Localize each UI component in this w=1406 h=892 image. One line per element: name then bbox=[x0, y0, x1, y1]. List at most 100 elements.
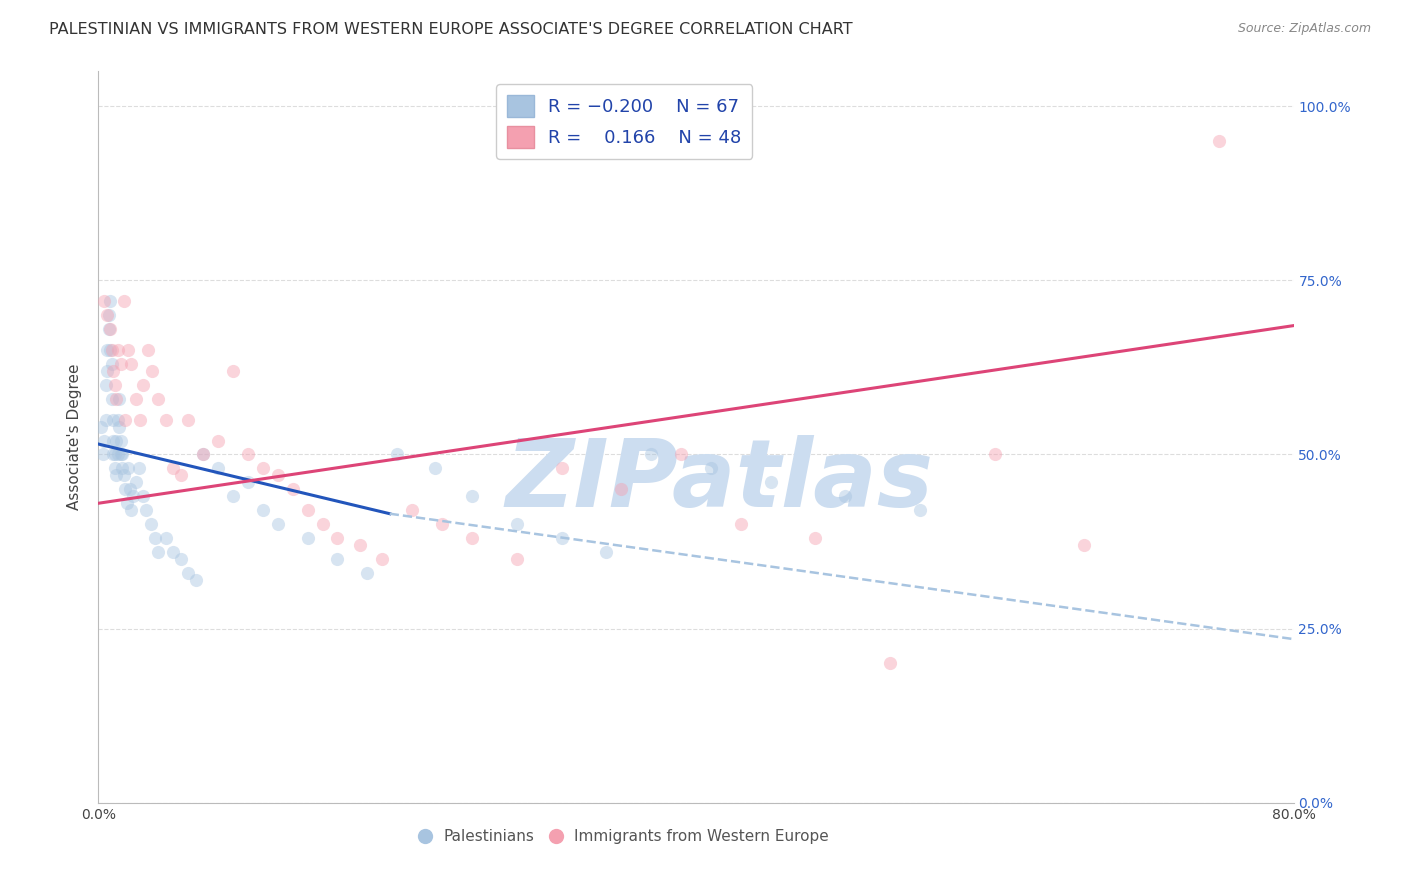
Point bbox=[148, 545, 170, 559]
Point bbox=[103, 364, 125, 378]
Point bbox=[107, 412, 129, 426]
Point bbox=[103, 412, 125, 426]
Point bbox=[177, 566, 200, 580]
Point bbox=[430, 517, 453, 532]
Point bbox=[222, 489, 245, 503]
Point bbox=[461, 489, 484, 503]
Point bbox=[132, 377, 155, 392]
Point bbox=[461, 531, 484, 545]
Y-axis label: Associate's Degree: Associate's Degree bbox=[67, 364, 83, 510]
Text: ZIPatlas: ZIPatlas bbox=[506, 435, 934, 527]
Point bbox=[311, 517, 333, 532]
Point bbox=[155, 412, 177, 426]
Point bbox=[115, 496, 138, 510]
Point bbox=[1208, 134, 1230, 148]
Point bbox=[267, 468, 290, 483]
Point bbox=[108, 392, 131, 406]
Point bbox=[104, 461, 127, 475]
Point bbox=[252, 503, 274, 517]
Point bbox=[117, 343, 139, 357]
Text: PALESTINIAN VS IMMIGRANTS FROM WESTERN EUROPE ASSOCIATE'S DEGREE CORRELATION CHA: PALESTINIAN VS IMMIGRANTS FROM WESTERN E… bbox=[49, 22, 853, 37]
Point bbox=[128, 461, 150, 475]
Point bbox=[162, 461, 184, 475]
Point bbox=[136, 343, 159, 357]
Point bbox=[162, 545, 184, 559]
Point bbox=[103, 434, 125, 448]
Point bbox=[132, 489, 155, 503]
Point bbox=[506, 517, 529, 532]
Point bbox=[252, 461, 274, 475]
Point bbox=[114, 412, 136, 426]
Point bbox=[908, 503, 931, 517]
Point bbox=[356, 566, 378, 580]
Point bbox=[550, 461, 572, 475]
Point bbox=[120, 503, 142, 517]
Point bbox=[118, 483, 141, 497]
Point bbox=[104, 448, 127, 462]
Point bbox=[759, 475, 782, 490]
Point bbox=[730, 517, 752, 532]
Point bbox=[267, 517, 290, 532]
Point bbox=[700, 461, 723, 475]
Point bbox=[110, 448, 132, 462]
Point bbox=[112, 294, 135, 309]
Point bbox=[96, 343, 118, 357]
Point bbox=[326, 552, 349, 566]
Point bbox=[550, 531, 572, 545]
Point bbox=[90, 419, 112, 434]
Point bbox=[640, 448, 662, 462]
Point bbox=[121, 489, 143, 503]
Point bbox=[281, 483, 304, 497]
Point bbox=[103, 448, 125, 462]
Point bbox=[236, 448, 259, 462]
Point bbox=[326, 531, 349, 545]
Point bbox=[110, 434, 132, 448]
Point bbox=[96, 364, 118, 378]
Point bbox=[96, 308, 118, 322]
Point bbox=[114, 483, 136, 497]
Point bbox=[105, 468, 128, 483]
Point bbox=[101, 392, 124, 406]
Point bbox=[155, 531, 177, 545]
Point bbox=[111, 448, 134, 462]
Point bbox=[101, 357, 124, 371]
Point bbox=[169, 552, 191, 566]
Point bbox=[97, 308, 120, 322]
Point bbox=[297, 531, 319, 545]
Legend: Palestinians, Immigrants from Western Europe: Palestinians, Immigrants from Western Eu… bbox=[413, 822, 835, 850]
Point bbox=[349, 538, 371, 552]
Point bbox=[139, 517, 162, 532]
Point bbox=[1073, 538, 1095, 552]
Point bbox=[93, 294, 115, 309]
Point bbox=[91, 448, 114, 462]
Point bbox=[110, 357, 132, 371]
Point bbox=[879, 657, 901, 671]
Point bbox=[148, 392, 170, 406]
Point bbox=[94, 377, 117, 392]
Point bbox=[143, 531, 166, 545]
Point bbox=[105, 434, 128, 448]
Point bbox=[120, 357, 142, 371]
Point bbox=[423, 461, 446, 475]
Point bbox=[207, 461, 229, 475]
Text: Source: ZipAtlas.com: Source: ZipAtlas.com bbox=[1237, 22, 1371, 36]
Point bbox=[669, 448, 692, 462]
Point bbox=[297, 503, 319, 517]
Point bbox=[98, 294, 122, 309]
Point bbox=[984, 448, 1007, 462]
Point bbox=[595, 545, 617, 559]
Point bbox=[222, 364, 245, 378]
Point bbox=[112, 468, 135, 483]
Point bbox=[129, 412, 152, 426]
Point bbox=[804, 531, 827, 545]
Point bbox=[191, 448, 214, 462]
Point bbox=[107, 343, 129, 357]
Point bbox=[117, 461, 139, 475]
Point bbox=[111, 461, 134, 475]
Point bbox=[610, 483, 633, 497]
Point bbox=[105, 392, 128, 406]
Point bbox=[834, 489, 856, 503]
Point bbox=[506, 552, 529, 566]
Point bbox=[97, 322, 120, 336]
Point bbox=[108, 419, 131, 434]
